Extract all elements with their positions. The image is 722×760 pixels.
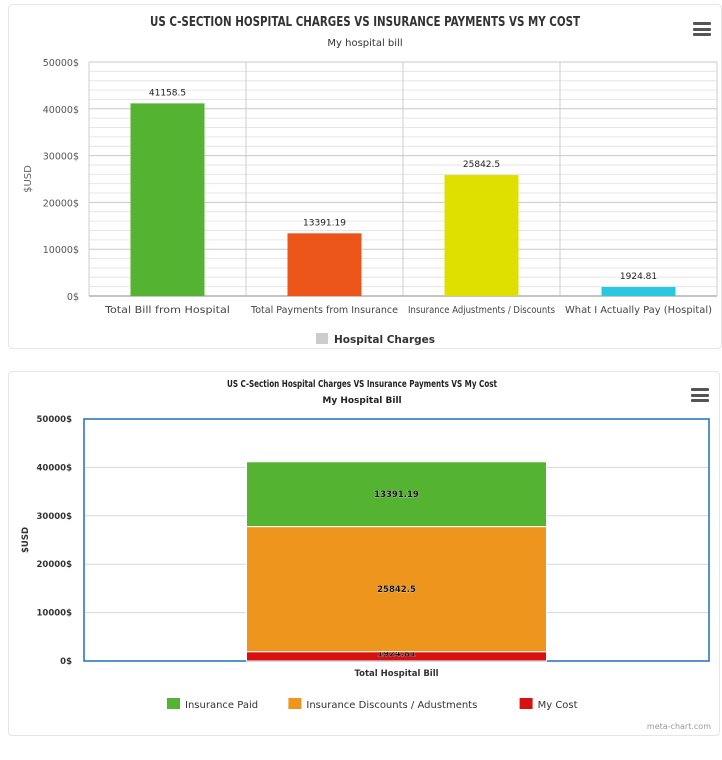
legend-label: Insurance Paid: [185, 700, 258, 711]
bar-segment: [246, 526, 547, 653]
data-label: 1924.81: [620, 272, 657, 282]
chart-subtitle: My Hospital Bill: [322, 396, 401, 406]
chart-subtitle: My hospital bill: [327, 38, 402, 49]
y-tick-label: 0$: [60, 657, 72, 667]
bar: [287, 233, 362, 296]
y-tick-label: 30000$: [37, 512, 73, 522]
x-tick-label: Total Hospital Bill: [354, 669, 438, 679]
legend-swatch: [316, 333, 328, 344]
legend-label: Hospital Charges: [334, 334, 435, 346]
menu-icon[interactable]: [693, 22, 711, 36]
legend-swatch: [167, 698, 180, 709]
x-tick-label: Total Bill from Hospital: [104, 305, 230, 316]
bar: [130, 103, 205, 296]
chart-2: US C-Section Hospital Charges VS Insuran…: [21, 379, 710, 711]
y-tick-label: 20000$: [37, 560, 73, 570]
y-tick-label: 50000$: [37, 415, 73, 425]
menu-icon[interactable]: [691, 388, 709, 402]
x-tick-label: Insurance Adjustments / Discounts: [408, 305, 555, 316]
bar: [444, 175, 519, 296]
x-tick-label: What I Actually Pay (Hospital): [565, 305, 712, 316]
data-label: 13391.19: [303, 218, 346, 228]
y-tick-label: 40000$: [37, 463, 73, 473]
y-tick-label: 50000$: [43, 58, 79, 69]
y-tick-label: 10000$: [43, 245, 79, 256]
chart-credit: meta-chart.com: [646, 722, 711, 731]
chart-panel-2: US C-Section Hospital Charges VS Insuran…: [8, 371, 720, 736]
legend-label: Insurance Discounts / Adustments: [306, 700, 477, 711]
data-label: 41158.5: [149, 88, 186, 98]
y-axis-label: $USD: [21, 527, 31, 553]
y-tick-label: 10000$: [37, 609, 73, 619]
legend-swatch: [288, 698, 302, 709]
data-label: 25842.5: [377, 585, 416, 595]
chart-title: US C-SECTION HOSPITAL CHARGES VS INSURAN…: [150, 15, 580, 30]
bar: [601, 286, 676, 296]
y-axis-label: $USD: [23, 165, 34, 193]
data-label: 25842.5: [463, 160, 500, 170]
chart-title: US C-Section Hospital Charges VS Insuran…: [227, 379, 497, 390]
y-tick-label: 30000$: [43, 152, 79, 163]
legend-label: My Cost: [538, 700, 578, 711]
legend-swatch: [519, 698, 533, 709]
data-label: 13391.19: [374, 490, 419, 500]
x-tick-label: Total Payments from Insurance: [250, 305, 398, 316]
y-tick-label: 0$: [67, 292, 79, 303]
y-tick-label: 20000$: [43, 198, 79, 209]
bar-segment: [246, 461, 547, 528]
data-label: 1924.81: [377, 650, 416, 660]
y-tick-label: 40000$: [43, 105, 79, 116]
chart-1: US C-SECTION HOSPITAL CHARGES VS INSURAN…: [23, 15, 718, 346]
chart-panel-1: US C-SECTION HOSPITAL CHARGES VS INSURAN…: [8, 4, 722, 349]
